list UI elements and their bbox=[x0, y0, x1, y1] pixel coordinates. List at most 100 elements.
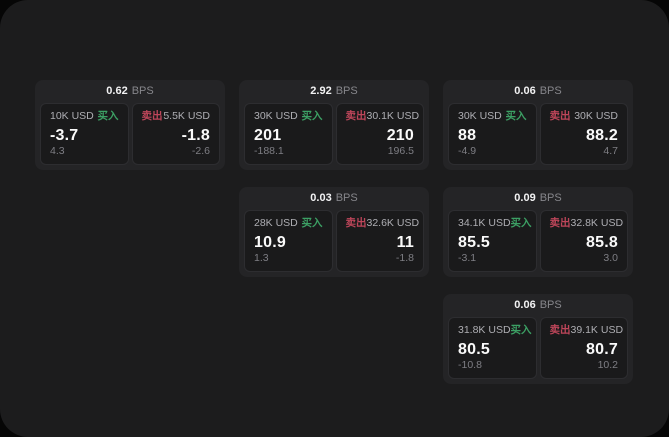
sell-panel-header: 卖出 30.1K USD bbox=[345, 110, 420, 123]
sell-label: 卖出 bbox=[141, 110, 163, 122]
buy-size: 31.8K USD bbox=[458, 324, 511, 336]
buy-panel[interactable]: 30K USD 买入 201 -188.1 bbox=[244, 103, 333, 165]
card-header: 0.03 BPS bbox=[239, 187, 429, 210]
buy-label: 买入 bbox=[301, 110, 323, 122]
sell-label: 卖出 bbox=[549, 110, 571, 122]
buy-delta: 4.3 bbox=[50, 145, 65, 158]
quote-card: 0.09 BPS 34.1K USD 买入 85.5 -3.1 卖出 32.8K… bbox=[443, 187, 633, 277]
bps-unit: BPS bbox=[335, 85, 358, 97]
buy-label: 买入 bbox=[301, 217, 323, 229]
buy-price: -3.7 bbox=[50, 126, 79, 144]
sell-label: 卖出 bbox=[549, 324, 571, 336]
buy-size: 34.1K USD bbox=[458, 217, 511, 229]
sell-label: 卖出 bbox=[549, 217, 571, 229]
buy-panel-header: 34.1K USD 买入 bbox=[458, 217, 532, 230]
sell-size: 5.5K USD bbox=[163, 110, 210, 122]
bps-unit: BPS bbox=[131, 85, 154, 97]
buy-size: 30K USD bbox=[458, 110, 502, 122]
buy-panel[interactable]: 10K USD 买入 -3.7 4.3 bbox=[40, 103, 129, 165]
buy-panel-header: 30K USD 买入 bbox=[458, 110, 527, 123]
bps-value: 0.06 bbox=[514, 85, 536, 97]
bps-value: 0.09 bbox=[514, 192, 536, 204]
sell-size: 39.1K USD bbox=[570, 324, 624, 336]
sell-panel[interactable]: 卖出 30.1K USD 210 196.5 bbox=[335, 103, 424, 165]
card-body: 28K USD 买入 10.9 1.3 卖出 32.6K USD 11 -1.8 bbox=[239, 210, 429, 277]
bps-value: 0.62 bbox=[106, 85, 128, 97]
buy-price: 80.5 bbox=[458, 340, 490, 358]
sell-delta: -1.8 bbox=[395, 252, 414, 265]
buy-panel[interactable]: 34.1K USD 买入 85.5 -3.1 bbox=[448, 210, 537, 272]
bps-unit: BPS bbox=[539, 192, 562, 204]
sell-delta: 3.0 bbox=[603, 252, 618, 265]
card-header: 2.92 BPS bbox=[239, 80, 429, 103]
card-body: 31.8K USD 买入 80.5 -10.8 卖出 39.1K USD 80.… bbox=[443, 317, 633, 384]
buy-delta: -3.1 bbox=[458, 252, 477, 265]
bps-value: 0.03 bbox=[310, 192, 332, 204]
sell-size: 32.8K USD bbox=[570, 217, 624, 229]
sell-panel-header: 卖出 32.6K USD bbox=[345, 217, 420, 230]
quote-card: 0.06 BPS 30K USD 买入 88 -4.9 卖出 30K USD bbox=[443, 80, 633, 170]
card-body: 34.1K USD 买入 85.5 -3.1 卖出 32.8K USD 85.8… bbox=[443, 210, 633, 277]
sell-panel-header: 卖出 5.5K USD bbox=[141, 110, 211, 123]
quote-card: 0.06 BPS 31.8K USD 买入 80.5 -10.8 卖出 39.1… bbox=[443, 294, 633, 384]
sell-panel-header: 卖出 30K USD bbox=[549, 110, 619, 123]
buy-price: 10.9 bbox=[254, 233, 286, 251]
card-body: 30K USD 买入 88 -4.9 卖出 30K USD 88.2 4.7 bbox=[443, 103, 633, 170]
buy-panel-header: 31.8K USD 买入 bbox=[458, 324, 532, 337]
bps-unit: BPS bbox=[539, 299, 562, 311]
sell-delta: 4.7 bbox=[603, 145, 618, 158]
sell-panel-header: 卖出 32.8K USD bbox=[549, 217, 624, 230]
sell-delta: 196.5 bbox=[387, 145, 414, 158]
buy-panel[interactable]: 31.8K USD 买入 80.5 -10.8 bbox=[448, 317, 537, 379]
sell-price: 88.2 bbox=[586, 126, 618, 144]
sell-panel[interactable]: 卖出 32.6K USD 11 -1.8 bbox=[335, 210, 424, 272]
sell-panel[interactable]: 卖出 32.8K USD 85.8 3.0 bbox=[539, 210, 628, 272]
sell-size: 30K USD bbox=[574, 110, 618, 122]
quote-grid: 0.62 BPS 10K USD 买入 -3.7 4.3 卖出 5.5K USD bbox=[35, 80, 633, 384]
bps-value: 2.92 bbox=[310, 85, 332, 97]
buy-price: 88 bbox=[458, 126, 477, 144]
buy-size: 28K USD bbox=[254, 217, 298, 229]
bps-unit: BPS bbox=[539, 85, 562, 97]
buy-size: 10K USD bbox=[50, 110, 94, 122]
sell-price: -1.8 bbox=[181, 126, 210, 144]
sell-size: 30.1K USD bbox=[366, 110, 420, 122]
sell-price: 80.7 bbox=[586, 340, 618, 358]
buy-panel[interactable]: 30K USD 买入 88 -4.9 bbox=[448, 103, 537, 165]
buy-label: 买入 bbox=[510, 324, 532, 336]
buy-delta: -4.9 bbox=[458, 145, 477, 158]
sell-price: 85.8 bbox=[586, 233, 618, 251]
sell-panel[interactable]: 卖出 39.1K USD 80.7 10.2 bbox=[539, 317, 628, 379]
buy-delta: 1.3 bbox=[254, 252, 269, 265]
card-header: 0.62 BPS bbox=[35, 80, 225, 103]
card-header: 0.09 BPS bbox=[443, 187, 633, 210]
sell-label: 卖出 bbox=[345, 217, 367, 229]
buy-panel-header: 30K USD 买入 bbox=[254, 110, 323, 123]
buy-label: 买入 bbox=[510, 217, 532, 229]
card-body: 30K USD 买入 201 -188.1 卖出 30.1K USD 210 1… bbox=[239, 103, 429, 170]
sell-delta: 10.2 bbox=[597, 359, 618, 372]
sell-panel[interactable]: 卖出 5.5K USD -1.8 -2.6 bbox=[131, 103, 220, 165]
card-header: 0.06 BPS bbox=[443, 80, 633, 103]
sell-panel[interactable]: 卖出 30K USD 88.2 4.7 bbox=[539, 103, 628, 165]
buy-panel-header: 28K USD 买入 bbox=[254, 217, 323, 230]
buy-panel-header: 10K USD 买入 bbox=[50, 110, 119, 123]
buy-price: 201 bbox=[254, 126, 282, 144]
buy-label: 买入 bbox=[505, 110, 527, 122]
buy-panel[interactable]: 28K USD 买入 10.9 1.3 bbox=[244, 210, 333, 272]
sell-price: 210 bbox=[386, 126, 414, 144]
buy-price: 85.5 bbox=[458, 233, 490, 251]
quote-card: 2.92 BPS 30K USD 买入 201 -188.1 卖出 30.1K … bbox=[239, 80, 429, 170]
sell-label: 卖出 bbox=[345, 110, 367, 122]
card-body: 10K USD 买入 -3.7 4.3 卖出 5.5K USD -1.8 -2.… bbox=[35, 103, 225, 170]
sell-panel-header: 卖出 39.1K USD bbox=[549, 324, 624, 337]
quote-card: 0.62 BPS 10K USD 买入 -3.7 4.3 卖出 5.5K USD bbox=[35, 80, 225, 170]
buy-delta: -188.1 bbox=[254, 145, 284, 158]
bps-unit: BPS bbox=[335, 192, 358, 204]
sell-size: 32.6K USD bbox=[366, 217, 420, 229]
buy-delta: -10.8 bbox=[458, 359, 482, 372]
buy-label: 买入 bbox=[97, 110, 119, 122]
card-header: 0.06 BPS bbox=[443, 294, 633, 317]
quote-card: 0.03 BPS 28K USD 买入 10.9 1.3 卖出 32.6K US… bbox=[239, 187, 429, 277]
